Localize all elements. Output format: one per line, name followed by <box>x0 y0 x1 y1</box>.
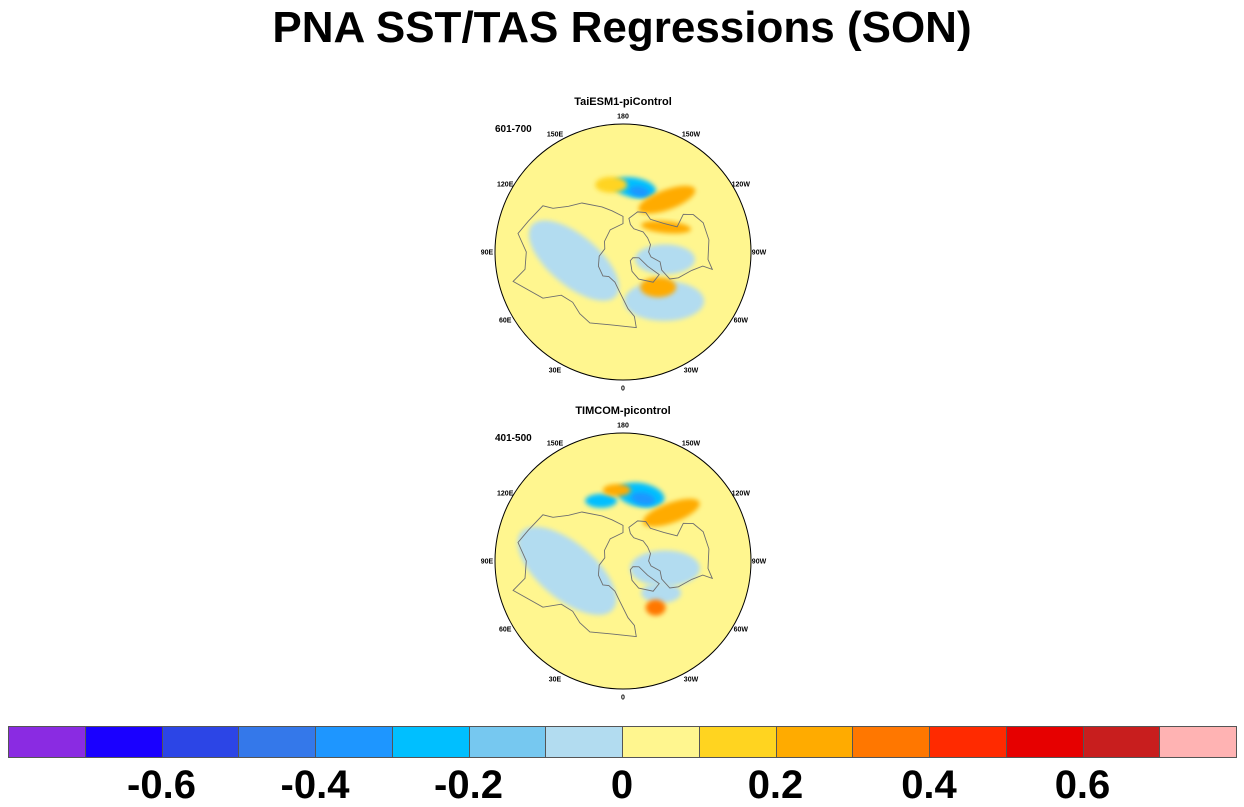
longitude-label: 150E <box>547 132 564 139</box>
colorbar-swatch <box>315 726 393 758</box>
longitude-label: 90E <box>481 559 494 566</box>
longitude-label: 60E <box>499 318 512 325</box>
colorbar-swatch <box>1082 726 1161 758</box>
anomaly-patch <box>517 526 617 616</box>
coastline <box>628 520 714 589</box>
colorbar-label: -0.6 <box>127 763 196 807</box>
polar-map: 180 150E 120E 90E 60E 30E 0 30W 60W 90W 120W 150W <box>481 114 767 393</box>
panel-timcom: TIMCOM-picontrol 401-500 180 150E 120E 90E 6… <box>468 405 778 705</box>
colorbar-swatch <box>545 726 623 758</box>
colorbar-swatch <box>84 726 163 758</box>
colorbar-label: -0.2 <box>434 763 503 807</box>
longitude-label: 30W <box>684 676 699 683</box>
longitude-label: 150E <box>547 441 564 448</box>
longitude-label: 90E <box>481 250 494 257</box>
colorbar-swatch <box>852 726 930 758</box>
anomaly-patch <box>602 484 631 497</box>
longitude-label: 150W <box>682 132 701 139</box>
panel-period: 401-500 <box>495 433 532 444</box>
longitude-label: 90W <box>752 250 767 257</box>
colorbar-swatch <box>161 726 240 758</box>
colorbar-swatch <box>8 726 86 758</box>
longitude-label: 0 <box>621 695 625 702</box>
map-border <box>494 432 752 690</box>
coastline <box>629 566 660 592</box>
colorbar-label: 0.2 <box>747 763 804 807</box>
colorbar-swatch <box>698 726 777 758</box>
longitude-label: 120W <box>732 491 751 498</box>
coastline <box>629 257 660 283</box>
anomaly-patch <box>642 498 700 527</box>
longitude-label: 30W <box>684 367 699 374</box>
colorbar <box>8 726 1237 760</box>
figure-title: PNA SST/TAS Regressions (SON) <box>272 3 972 52</box>
map-background <box>495 433 751 689</box>
polar-map: 180 150E 120E 90E 60E 30E 0 30W 60W 90W 120W 150W <box>481 423 767 702</box>
anomaly-patch <box>645 599 666 616</box>
coastline <box>512 202 637 329</box>
longitude-label: 180 <box>617 423 629 430</box>
anomaly-patch <box>630 550 701 587</box>
colorbar-swatch <box>775 726 854 758</box>
longitude-label: 60W <box>734 627 749 634</box>
longitude-label: 120W <box>732 182 751 189</box>
anomaly-patch <box>640 277 677 298</box>
colorbar-label: 0 <box>610 763 634 807</box>
anomaly-patch <box>631 492 656 506</box>
panel-period: 601-700 <box>495 124 532 135</box>
longitude-label: 90W <box>752 559 767 566</box>
anomaly-patch <box>638 185 696 214</box>
panel-taiesm1: TaiESM1-piControl 601-700 180 150E 120E 90E… <box>468 96 778 396</box>
colorbar-swatch <box>468 726 547 758</box>
anomaly-patch <box>629 186 650 197</box>
longitude-label: 60W <box>734 318 749 325</box>
longitude-label: 0 <box>621 386 625 393</box>
coastline <box>512 511 637 638</box>
colorbar-label: 0.6 <box>1054 763 1111 807</box>
longitude-label: 180 <box>617 114 629 121</box>
panel-title: TIMCOM-picontrol <box>575 405 671 417</box>
anomaly-patch <box>635 244 696 275</box>
map-background <box>495 124 751 380</box>
longitude-label: 150W <box>682 441 701 448</box>
panel-title: TaiESM1-piControl <box>574 96 672 108</box>
colorbar-label: -0.4 <box>280 763 350 807</box>
longitude-label: 30E <box>549 676 562 683</box>
longitude-label: 60E <box>499 627 512 634</box>
colorbar-swatch <box>929 726 1007 758</box>
colorbar-swatch <box>391 726 470 758</box>
colorbar-swatch <box>1005 726 1084 758</box>
coastline <box>628 211 714 280</box>
anomaly-patch <box>528 220 620 301</box>
colorbar-swatch <box>238 726 316 758</box>
longitude-label: 120E <box>497 491 514 498</box>
map-border <box>494 123 752 381</box>
anomaly-patch <box>585 493 618 508</box>
colorbar-swatch <box>1159 726 1237 758</box>
anomaly-patch <box>595 176 628 193</box>
longitude-label: 30E <box>549 367 562 374</box>
colorbar-swatch <box>622 726 700 758</box>
longitude-label: 120E <box>497 182 514 189</box>
colorbar-label: 0.4 <box>901 763 957 807</box>
